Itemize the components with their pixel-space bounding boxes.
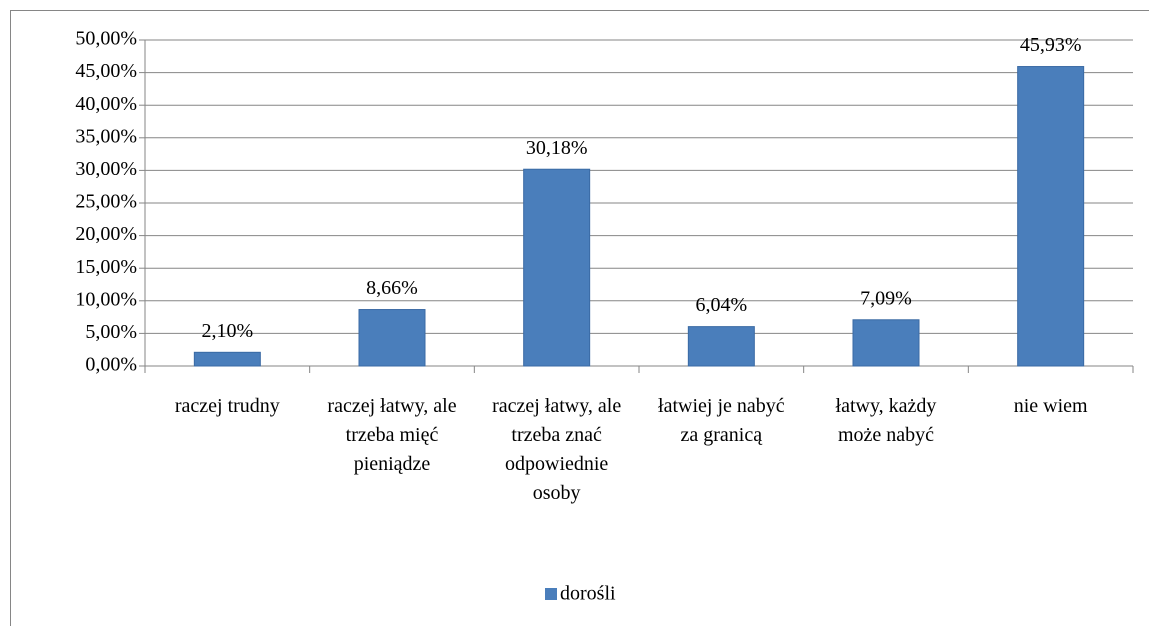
y-tick-label: 20,00% bbox=[75, 223, 137, 245]
data-label: 8,66% bbox=[366, 277, 418, 299]
legend-swatch bbox=[545, 588, 557, 600]
bar bbox=[358, 309, 426, 367]
bar bbox=[1017, 66, 1085, 367]
x-tick-label: raczej łatwy, ale trzeba mięć pieniądze bbox=[327, 395, 457, 475]
bar bbox=[852, 319, 920, 367]
bar bbox=[193, 351, 261, 367]
x-tick-label: nie wiem bbox=[1013, 395, 1088, 417]
x-tick-label: raczej łatwy, ale trzeba znać odpowiedni… bbox=[492, 395, 622, 504]
y-tick-label: 10,00% bbox=[75, 288, 137, 310]
y-tick-label: 15,00% bbox=[75, 256, 137, 278]
data-label: 45,93% bbox=[1020, 34, 1082, 56]
data-label: 2,10% bbox=[201, 320, 253, 342]
y-tick-label: 50,00% bbox=[75, 28, 137, 50]
y-tick-label: 45,00% bbox=[75, 60, 137, 82]
y-tick-label: 35,00% bbox=[75, 125, 137, 147]
legend-label: dorośli bbox=[560, 583, 616, 605]
chart-frame bbox=[10, 10, 1149, 626]
y-tick-label: 5,00% bbox=[85, 321, 137, 343]
data-label: 6,04% bbox=[695, 294, 747, 316]
y-tick-label: 0,00% bbox=[85, 354, 137, 376]
y-tick-label: 40,00% bbox=[75, 93, 137, 115]
y-tick-label: 25,00% bbox=[75, 191, 137, 213]
data-label: 30,18% bbox=[526, 137, 588, 159]
x-tick-label: łatwy, każdy może nabyć bbox=[835, 395, 937, 446]
bar bbox=[687, 326, 755, 367]
y-tick-label: 30,00% bbox=[75, 158, 137, 180]
data-label: 7,09% bbox=[860, 287, 912, 309]
x-tick-label: raczej trudny bbox=[174, 395, 280, 417]
bar bbox=[523, 168, 591, 367]
x-tick-label: łatwiej je nabyć za granicą bbox=[658, 395, 785, 446]
